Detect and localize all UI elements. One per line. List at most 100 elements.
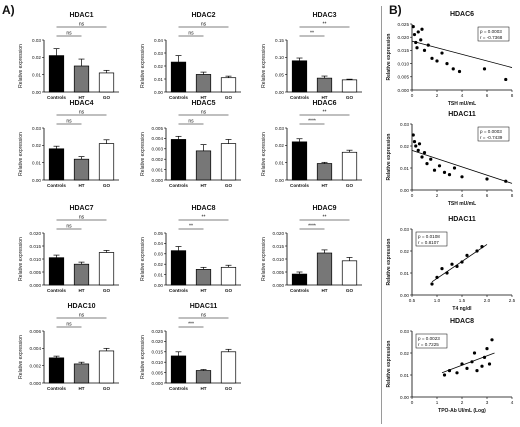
chart-3: HDAC3 0.00 0.05 0.10 0.15 Relative expression…: [261, 12, 362, 100]
chart-2: HDAC2 0.00 0.01 0.02 0.03 0.04 Relative expres…: [140, 12, 241, 100]
y-axis-label: Relative expression: [140, 44, 146, 88]
data-point: [442, 373, 447, 377]
x-tick-label: Controls: [290, 95, 309, 100]
significance-label: ns: [79, 313, 85, 319]
y-tick-label: 0.004: [30, 346, 42, 351]
y-tick-label: 0.02: [400, 249, 409, 254]
x-tick-label: Controls: [47, 95, 66, 100]
data-point: [414, 144, 418, 148]
y-tick-label: 0.05: [275, 72, 284, 77]
bar-controls: [48, 55, 65, 93]
y-axis-label: Relative expression: [140, 237, 146, 281]
y-tick-label: 0.015: [398, 48, 410, 53]
bar-ht: [73, 263, 90, 286]
x-tick-label: 2.0: [484, 298, 491, 303]
y-tick-label: 0.020: [273, 231, 285, 236]
data-point: [412, 140, 417, 144]
x-tick-label: GO: [103, 95, 111, 100]
y-tick-label: 0.03: [400, 227, 409, 232]
significance-label: ns: [201, 110, 207, 116]
x-tick-label: 1.0: [434, 298, 441, 303]
stats-r-value: r = 0.8107: [418, 240, 439, 245]
y-tick-label: 0.005: [152, 370, 164, 375]
data-point: [465, 366, 469, 370]
y-axis-label: Relative expression: [18, 44, 24, 88]
data-point: [455, 371, 459, 375]
bar-controls: [291, 141, 308, 181]
y-tick-label: 0.01: [154, 272, 163, 277]
chart-grid: HDAC1 0.00 0.01 0.02 0.03 Relative expression…: [18, 11, 516, 414]
data-point: [420, 155, 424, 159]
bar-go: [220, 266, 237, 286]
bar-controls: [170, 139, 187, 181]
x-tick-label: 4: [511, 400, 514, 405]
data-point: [442, 170, 447, 174]
stats-p-value: p = 0.0023: [418, 336, 440, 341]
data-point: [425, 162, 429, 166]
bar-controls: [170, 355, 187, 384]
x-tick-label: HT: [78, 386, 84, 391]
regression-line: [441, 352, 495, 374]
y-tick-label: 0.10: [275, 55, 284, 60]
x-tick-label: Controls: [169, 386, 188, 391]
y-tick-label: 0.03: [32, 38, 41, 43]
y-tick-label: 0.15: [275, 38, 284, 43]
significance-label: ns: [79, 22, 85, 28]
y-tick-label: 0.010: [30, 257, 42, 262]
significance-label: ****: [308, 119, 316, 125]
y-tick-label: 0.005: [398, 75, 410, 80]
stats-r-value: r = 0.7225: [418, 342, 439, 347]
y-tick-label: 0.000: [30, 381, 42, 386]
y-tick-label: 0.01: [32, 72, 41, 77]
y-tick-label: 0.02: [275, 143, 284, 148]
y-tick-label: 0.04: [154, 241, 163, 246]
significance-label: ns: [201, 22, 207, 28]
y-tick-label: 0.005: [30, 270, 42, 275]
data-point: [451, 67, 455, 71]
bar-ht: [316, 77, 333, 93]
stats-p-value: p = 0.0003: [480, 29, 502, 34]
y-tick-label: 0.025: [398, 22, 410, 27]
x-tick-label: GO: [346, 95, 354, 100]
data-point: [447, 173, 452, 177]
y-axis-label: Relative expression: [386, 239, 392, 286]
bar-controls: [48, 148, 65, 181]
x-tick-label: 1.5: [459, 298, 466, 303]
chart-title: HDAC11: [190, 303, 218, 310]
significance-label: **: [323, 215, 327, 221]
y-tick-label: 0.000: [152, 381, 164, 386]
bar-controls: [291, 60, 308, 93]
y-tick-label: 0.020: [398, 35, 410, 40]
bar-ht: [73, 65, 90, 93]
chart-5: HDAC5 0.000 0.001 0.002 0.003 0.004 0.005 Relat…: [140, 100, 241, 188]
significance-label: ns: [66, 322, 72, 328]
y-tick-label: 0.03: [154, 252, 163, 257]
data-point: [411, 133, 415, 137]
y-tick-label: 0.00: [32, 178, 41, 183]
data-point: [487, 362, 492, 366]
y-axis-label: Relative expression: [18, 335, 24, 379]
chart-8: HDAC8 0.00 0.01 0.02 0.03 0.04 0.05 Relative ex…: [140, 205, 241, 293]
y-tick-label: 0.02: [400, 351, 409, 356]
x-tick-label: 6: [486, 93, 489, 98]
regression-line: [431, 244, 488, 283]
chart-title: HDAC11: [448, 111, 476, 118]
y-tick-label: 0.00: [275, 178, 284, 183]
x-tick-label: HT: [78, 288, 84, 293]
chart-title: HDAC8: [191, 205, 215, 212]
significance-label: ns: [188, 31, 194, 37]
data-point: [415, 46, 419, 50]
data-point: [445, 271, 449, 275]
data-point: [472, 351, 477, 355]
x-tick-label: HT: [200, 288, 206, 293]
y-tick-label: 0.002: [30, 363, 42, 368]
data-point: [435, 59, 439, 63]
bar-go: [341, 79, 358, 93]
chart-title: HDAC4: [69, 100, 93, 107]
y-tick-label: 0.02: [32, 55, 41, 60]
x-tick-label: 2.5: [509, 298, 516, 303]
panel-a-label: A): [2, 3, 15, 17]
y-tick-label: 0.03: [32, 126, 41, 131]
stats-r-value: r = -0.7439: [480, 135, 503, 140]
x-tick-label: GO: [103, 288, 111, 293]
